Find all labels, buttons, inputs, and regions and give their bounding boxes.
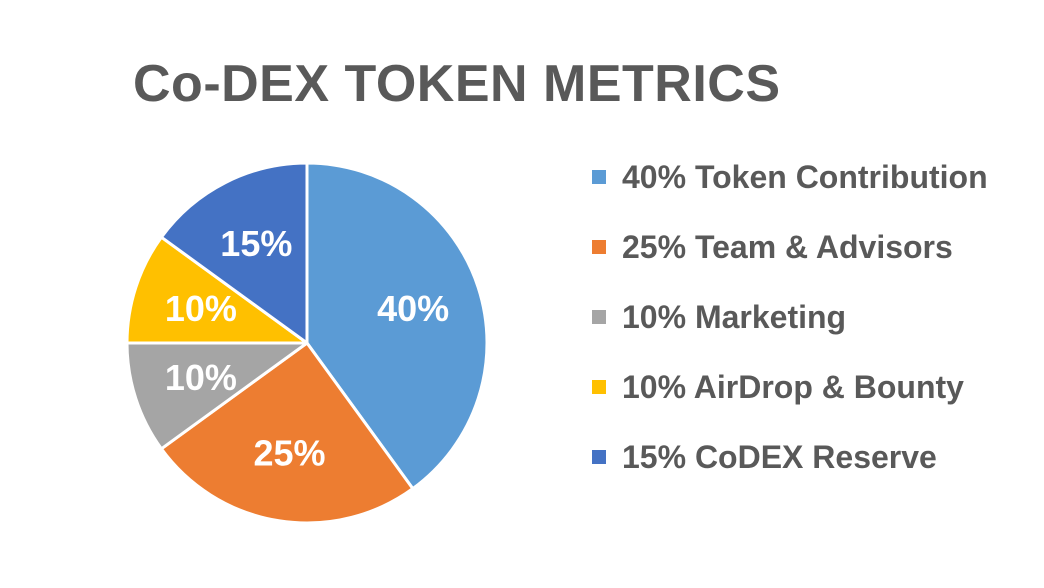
legend-item-marketing: 10% Marketing [592,282,1032,352]
legend-label: 10% AirDrop & Bounty [622,368,964,405]
legend-swatch [592,240,606,254]
legend-swatch [592,170,606,184]
chart-title: Co-DEX TOKEN METRICS [133,55,781,113]
legend-label: 25% Team & Advisors [622,228,953,265]
pie-data-labels: 40% 25% 10% 10% 15% [165,223,449,474]
legend-item-team-and-advisors: 25% Team & Advisors [592,212,1032,282]
pie-slice-token-contribution [305,161,489,491]
data-label-marketing: 10% [165,357,237,398]
pie-slice-codex-reserve [159,161,309,345]
data-label-airdrop-and-bounty: 10% [165,288,237,329]
pie-slices [125,161,489,525]
legend-item-codex-reserve: 15% CoDEX Reserve [592,422,1032,492]
legend-swatch [592,310,606,324]
legend-label: 40% Token Contribution [622,158,988,195]
legend-label: 15% CoDEX Reserve [622,438,937,475]
legend-label: 10% Marketing [622,298,847,335]
legend-item-token-contribution: 40% Token Contribution [592,142,1032,212]
pie-slice-team-and-advisors [159,341,415,525]
pie-slice-airdrop-and-bounty [125,235,309,345]
pie-slice-marketing [125,341,309,451]
legend-swatch [592,450,606,464]
data-label-team-and-advisors: 25% [254,433,326,474]
legend-swatch [592,380,606,394]
data-label-token-contribution: 40% [377,288,449,329]
chart-legend: 40% Token Contribution 25% Team & Advisor… [592,142,1032,492]
data-label-codex-reserve: 15% [220,223,292,264]
legend-item-airdrop-and-bounty: 10% AirDrop & Bounty [592,352,1032,422]
pie-chart: 40% 25% 10% 10% 15% [125,161,489,525]
